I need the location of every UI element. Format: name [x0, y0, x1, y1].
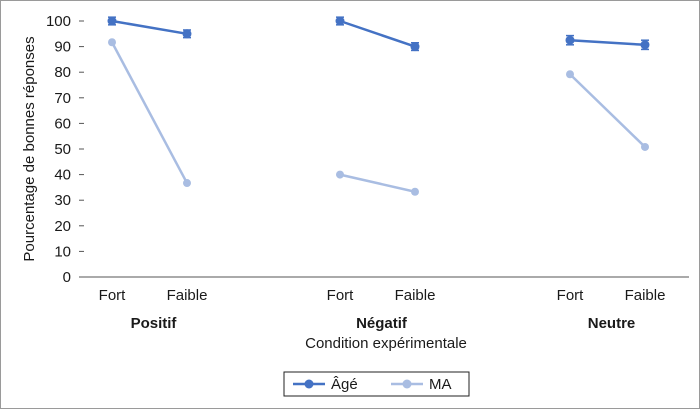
data-point — [107, 16, 117, 26]
y-tick-label: 100 — [46, 13, 71, 30]
y-tick-label: 20 — [54, 218, 71, 235]
x-group-label: Négatif — [356, 315, 408, 332]
y-tick-label: 40 — [54, 167, 71, 184]
data-point — [336, 170, 344, 179]
x-axis-label: Condition expérimentale — [305, 335, 467, 352]
y-tick-label: 0 — [63, 269, 71, 286]
legend-label: MA — [429, 376, 452, 393]
x-category-label: Faible — [167, 287, 208, 304]
series-line — [339, 173, 416, 193]
y-tick-label: 60 — [54, 115, 71, 132]
series-layer — [107, 16, 650, 196]
data-point — [640, 40, 650, 50]
y-tick-label: 50 — [54, 141, 71, 158]
x-group-label: Positif — [131, 315, 178, 332]
data-point — [182, 29, 192, 39]
series-line — [110, 41, 189, 184]
data-point — [335, 16, 345, 26]
series-line — [569, 38, 646, 47]
x-category-label: Fort — [557, 287, 585, 304]
series-line — [569, 73, 646, 148]
y-tick-label: 30 — [54, 192, 71, 209]
y-axis-label: Pourcentage de bonnes réponses — [21, 36, 38, 261]
y-tick-label: 80 — [54, 64, 71, 81]
legend: Âgé MA — [283, 371, 470, 397]
y-tick-label: 90 — [54, 39, 71, 56]
x-category-label: Fort — [327, 287, 355, 304]
data-point — [410, 42, 420, 52]
x-category-label: Faible — [625, 287, 666, 304]
data-point — [565, 35, 575, 45]
y-axis: 0 10 20 30 40 50 60 70 80 90 100 — [46, 13, 84, 286]
legend-swatch-marker — [304, 379, 314, 389]
series-line — [339, 19, 416, 48]
data-point — [108, 38, 116, 47]
x-category-label: Faible — [395, 287, 436, 304]
data-point — [183, 179, 191, 188]
data-point — [411, 187, 419, 196]
x-category-label: Fort — [99, 287, 127, 304]
legend-swatch-marker — [402, 379, 412, 389]
y-tick-label: 70 — [54, 90, 71, 107]
series-line — [111, 19, 188, 36]
x-group-label: Neutre — [588, 315, 636, 332]
y-tick-label: 10 — [54, 243, 71, 260]
data-point — [641, 142, 649, 151]
data-point — [566, 70, 574, 79]
legend-label: Âgé — [331, 376, 358, 393]
